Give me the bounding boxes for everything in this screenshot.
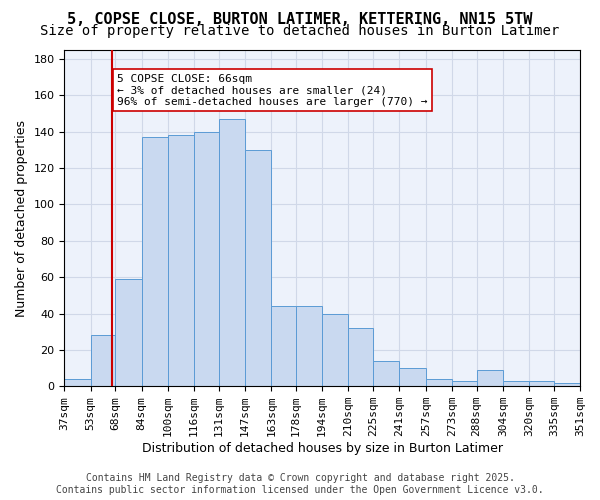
Bar [194, 132, 219, 386]
Bar [64, 379, 91, 386]
Bar [115, 279, 142, 386]
Text: 5 COPSE CLOSE: 66sqm
← 3% of detached houses are smaller (24)
96% of semi-detach: 5 COPSE CLOSE: 66sqm ← 3% of detached ho… [117, 74, 427, 107]
Bar [219, 119, 245, 386]
Bar [349, 328, 373, 386]
Bar [91, 336, 115, 386]
Bar [271, 306, 296, 386]
Bar [373, 361, 400, 386]
Bar [245, 150, 271, 386]
Bar [296, 306, 322, 386]
Text: 5, COPSE CLOSE, BURTON LATIMER, KETTERING, NN15 5TW: 5, COPSE CLOSE, BURTON LATIMER, KETTERIN… [67, 12, 533, 28]
Bar [425, 379, 452, 386]
Bar [142, 137, 168, 386]
Text: Size of property relative to detached houses in Burton Latimer: Size of property relative to detached ho… [40, 24, 560, 38]
Text: Contains HM Land Registry data © Crown copyright and database right 2025.
Contai: Contains HM Land Registry data © Crown c… [56, 474, 544, 495]
Bar [554, 382, 580, 386]
Y-axis label: Number of detached properties: Number of detached properties [15, 120, 28, 316]
Bar [452, 381, 476, 386]
Bar [168, 136, 194, 386]
Bar [322, 314, 349, 386]
X-axis label: Distribution of detached houses by size in Burton Latimer: Distribution of detached houses by size … [142, 442, 503, 455]
Bar [503, 381, 529, 386]
Bar [529, 381, 554, 386]
Bar [400, 368, 425, 386]
Bar [476, 370, 503, 386]
